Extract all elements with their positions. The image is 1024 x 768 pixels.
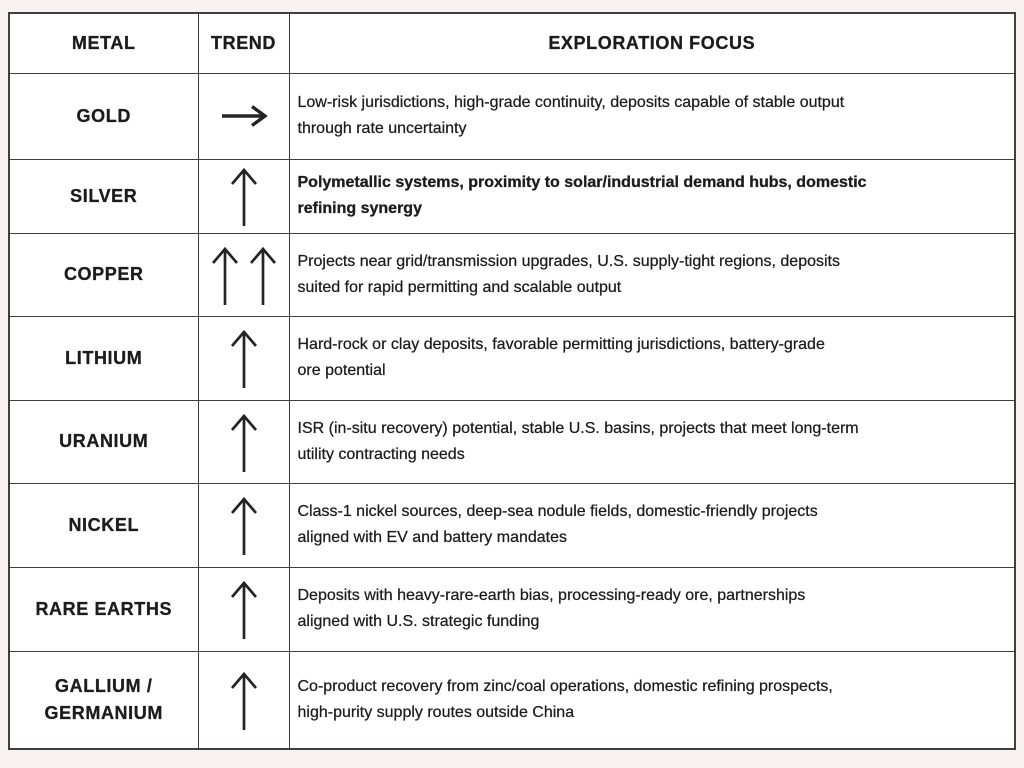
metal-name: LITHIUM [8, 315, 199, 401]
metal-name: NICKEL [8, 482, 199, 568]
metal-name: GOLD [8, 72, 199, 160]
header-exploration-focus: EXPLORATION FOCUS [288, 12, 1016, 74]
exploration-focus-text: Class-1 nickel sources, deep-sea nodule … [288, 482, 1016, 568]
table-row: GOLD Low-risk jurisdictions, high-grade c… [8, 72, 1016, 160]
exploration-focus-text: Polymetallic systems, proximity to solar… [288, 158, 1016, 234]
table-row: COPPER Projects near grid/transmission up… [8, 232, 1016, 317]
table-row: LITHIUM Hard-rock or clay deposits, favor… [8, 315, 1016, 401]
table-row: SILVER Polymetallic systems, proximity to… [8, 158, 1016, 234]
exploration-focus-text: Projects near grid/transmission upgrades… [288, 232, 1016, 317]
exploration-focus-text: Hard-rock or clay deposits, favorable pe… [288, 315, 1016, 401]
header-row: METAL TREND EXPLORATION FOCUS [8, 12, 1016, 74]
exploration-focus-text: Low-risk jurisdictions, high-grade conti… [288, 72, 1016, 160]
table-row: RARE EARTHS Deposits with heavy-rare-eart… [8, 566, 1016, 652]
exploration-focus-text: Deposits with heavy-rare-earth bias, pro… [288, 566, 1016, 652]
trend-up-arrow-icon [197, 482, 290, 568]
trend-up-arrow-icon [197, 650, 290, 750]
trend-up-arrow-icon [197, 315, 290, 401]
header-trend: TREND [197, 12, 290, 74]
metal-name: SILVER [8, 158, 199, 234]
metal-name: GALLIUM / GERMANIUM [8, 650, 199, 750]
table-row: URANIUM ISR (in-situ recovery) potential,… [8, 399, 1016, 484]
exploration-focus-text: Co-product recovery from zinc/coal opera… [288, 650, 1016, 750]
table-row: NICKEL Class-1 nickel sources, deep-sea n… [8, 482, 1016, 568]
header-metal: METAL [8, 12, 199, 74]
metal-name: COPPER [8, 232, 199, 317]
exploration-focus-text: ISR (in-situ recovery) potential, stable… [288, 399, 1016, 484]
table-row: GALLIUM / GERMANIUM Co-product recovery f… [8, 650, 1016, 750]
metals-exploration-table: METAL TREND EXPLORATION FOCUS GOLD Low-ri… [8, 12, 1016, 750]
metal-name: URANIUM [8, 399, 199, 484]
trend-right-arrow-icon [197, 72, 290, 160]
trend-up-arrow-icon [197, 158, 290, 234]
trend-up-arrow-icon [197, 566, 290, 652]
trend-up-double-arrow-icon [197, 232, 290, 317]
trend-up-arrow-icon [197, 399, 290, 484]
metal-name: RARE EARTHS [8, 566, 199, 652]
